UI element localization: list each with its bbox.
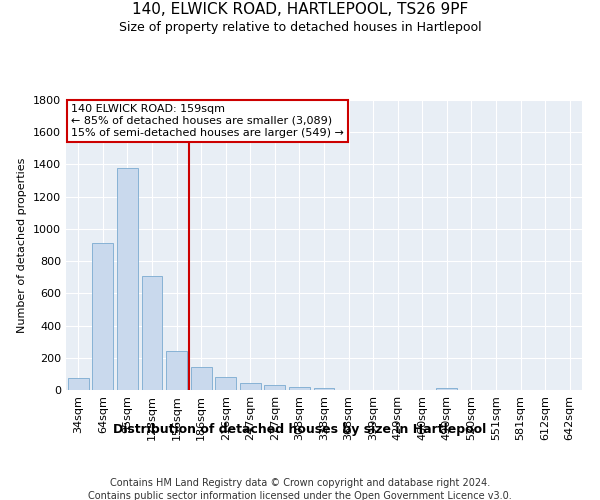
Bar <box>289 387 310 390</box>
Text: 140 ELWICK ROAD: 159sqm
← 85% of detached houses are smaller (3,089)
15% of semi: 140 ELWICK ROAD: 159sqm ← 85% of detache… <box>71 104 344 138</box>
Bar <box>436 388 457 390</box>
Bar <box>68 378 89 390</box>
Bar <box>240 383 261 390</box>
Text: 140, ELWICK ROAD, HARTLEPOOL, TS26 9PF: 140, ELWICK ROAD, HARTLEPOOL, TS26 9PF <box>132 2 468 18</box>
Text: Contains HM Land Registry data © Crown copyright and database right 2024.: Contains HM Land Registry data © Crown c… <box>110 478 490 488</box>
Bar <box>191 368 212 390</box>
Text: Distribution of detached houses by size in Hartlepool: Distribution of detached houses by size … <box>113 422 487 436</box>
Bar <box>166 350 187 390</box>
Bar <box>265 386 286 390</box>
Text: Size of property relative to detached houses in Hartlepool: Size of property relative to detached ho… <box>119 21 481 34</box>
Bar <box>117 168 138 390</box>
Bar <box>92 244 113 390</box>
Bar <box>142 276 163 390</box>
Bar <box>215 377 236 390</box>
Bar <box>314 388 334 390</box>
Text: Contains public sector information licensed under the Open Government Licence v3: Contains public sector information licen… <box>88 491 512 500</box>
Y-axis label: Number of detached properties: Number of detached properties <box>17 158 28 332</box>
